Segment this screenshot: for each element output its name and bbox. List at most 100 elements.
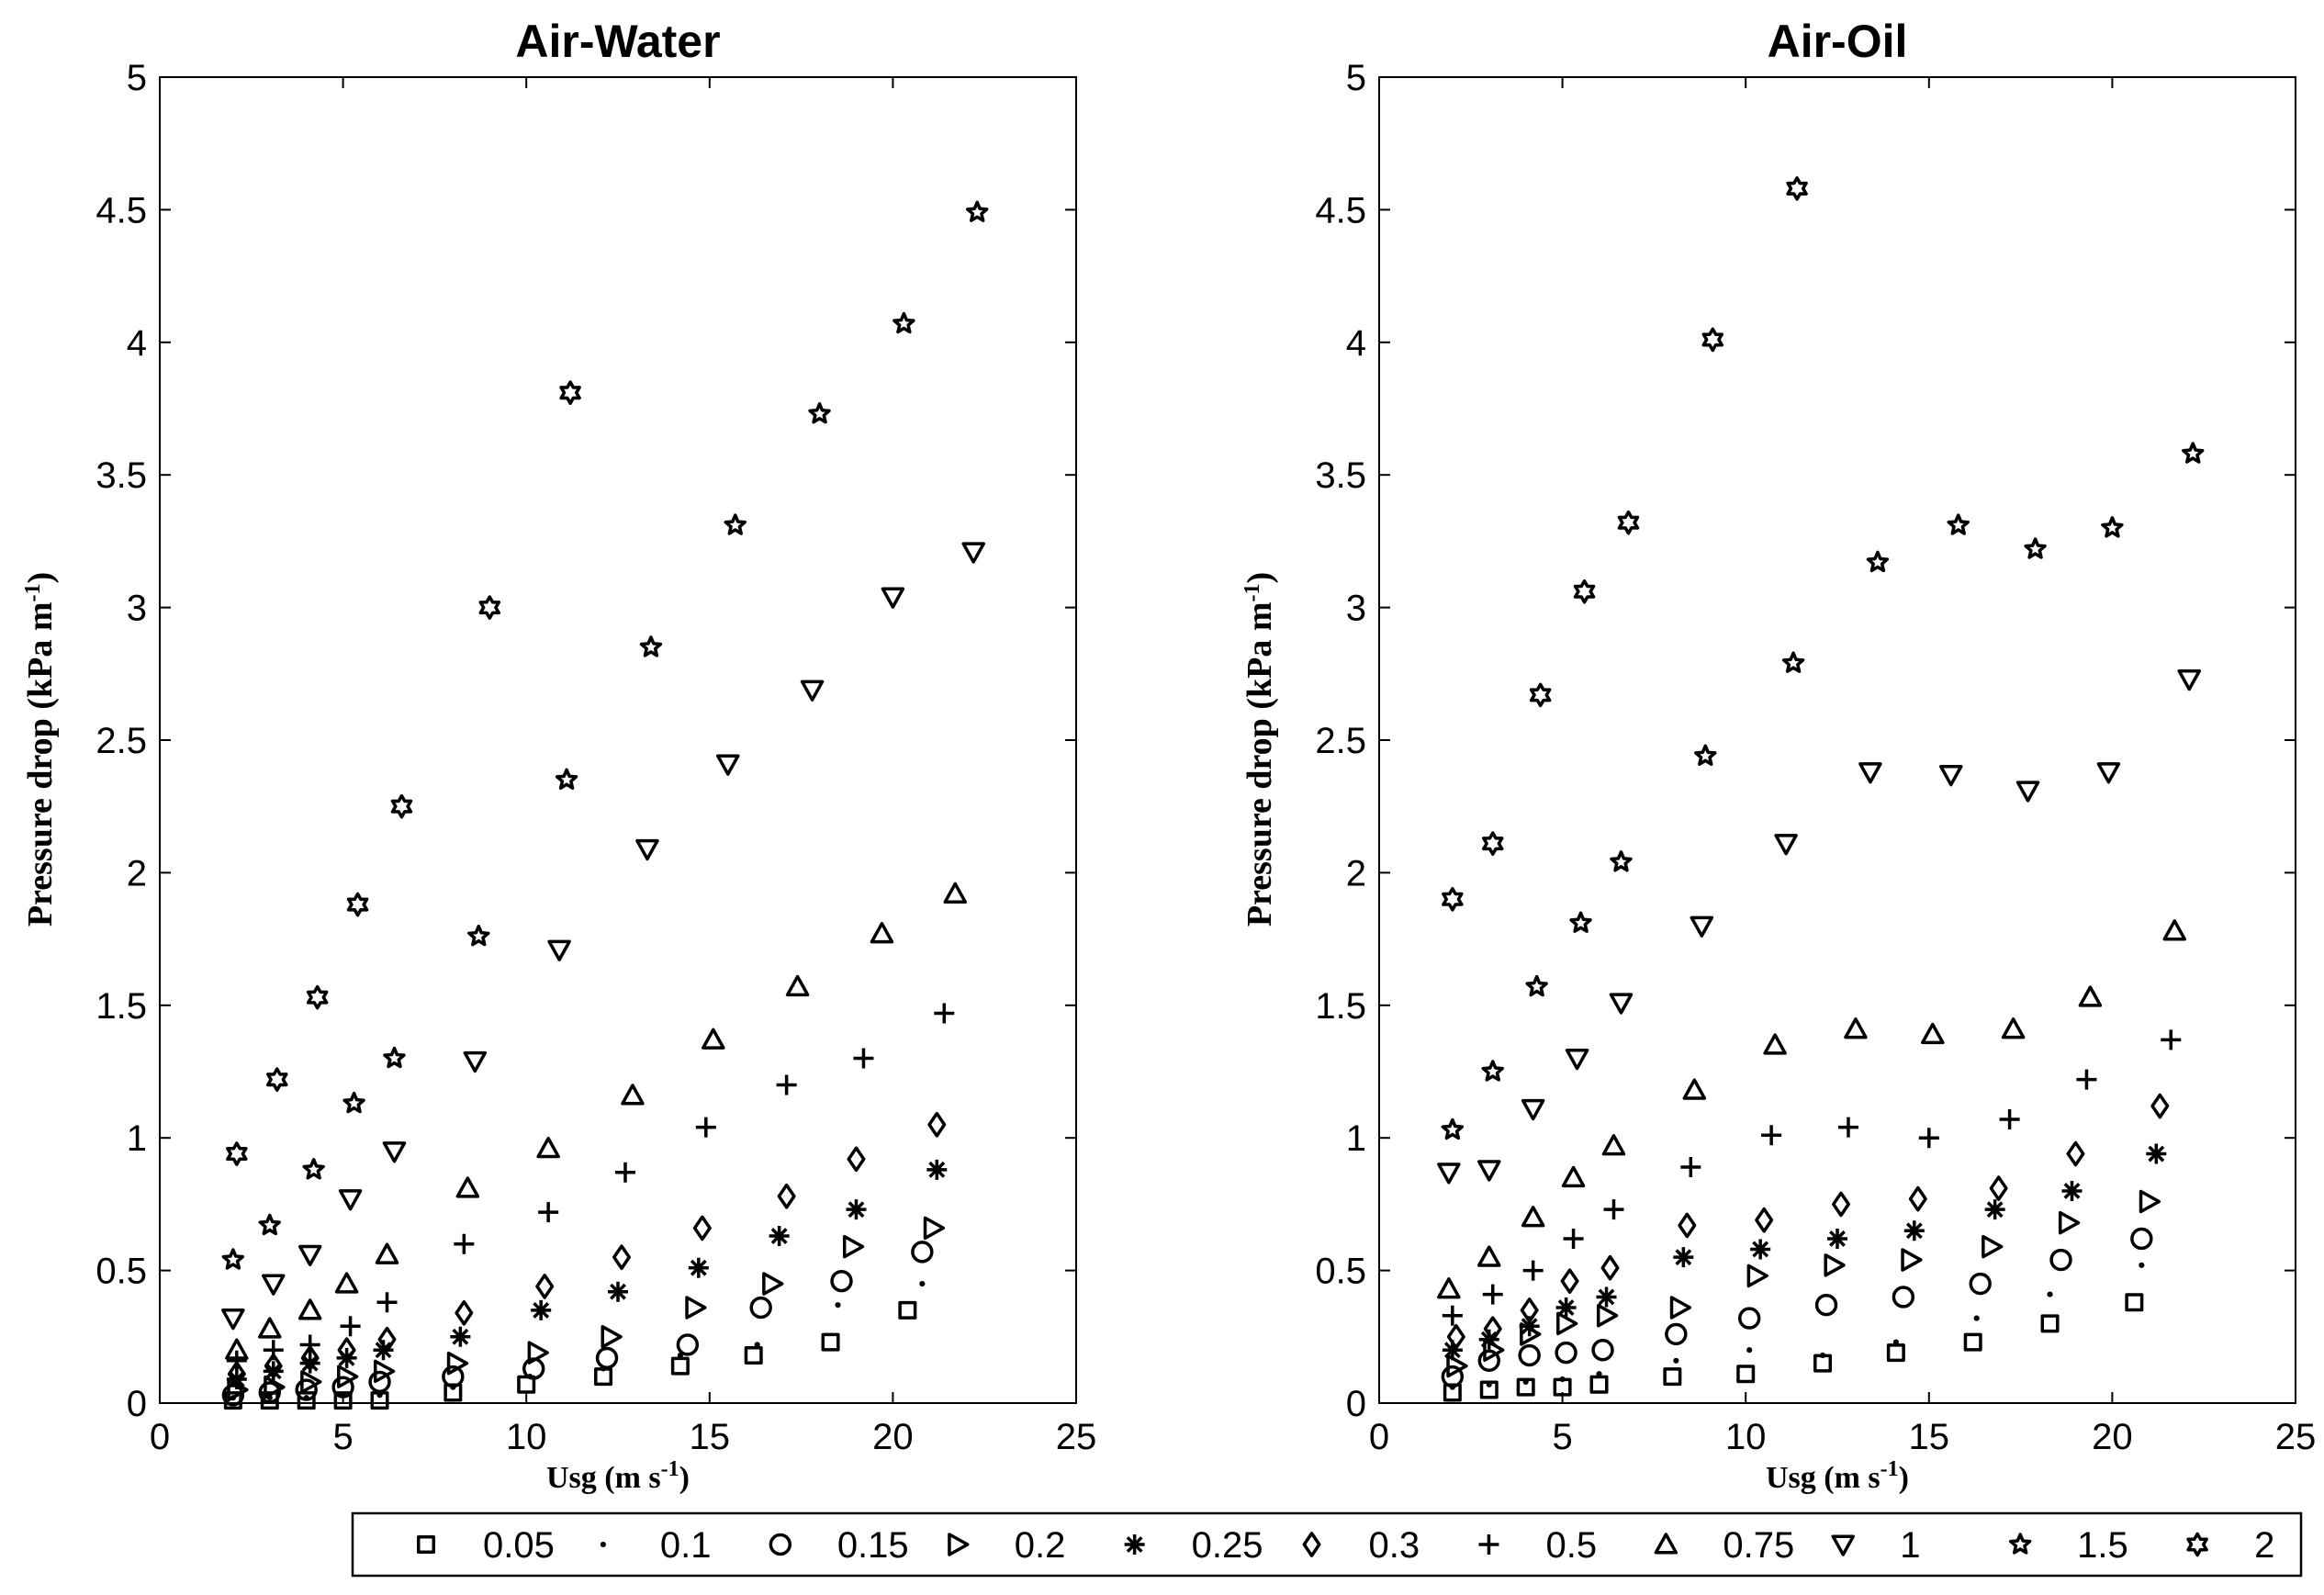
data-point: [300, 1370, 322, 1394]
data-point: [536, 1137, 560, 1159]
y-tick-label: 3.5: [1315, 455, 1366, 496]
data-point: [621, 1084, 645, 1106]
data-point: [1477, 1160, 1501, 1182]
legend: 0.05 0.1 0.15 0.2 0.25 0.3 0.5 0.75 1 1.5 2: [351, 1511, 2303, 1578]
data-point: [639, 635, 663, 657]
plot-area: [1378, 76, 2296, 1404]
data-point: [368, 1370, 391, 1394]
data-point: [262, 1274, 286, 1296]
data-point: [227, 1361, 246, 1387]
data-point: [635, 838, 659, 861]
data-point: [1600, 1254, 1620, 1281]
legend-marker: [600, 1541, 606, 1548]
data-point: [716, 754, 740, 776]
series-2: [1442, 176, 1808, 912]
series-1: [1437, 669, 2201, 1185]
data-point: [846, 1199, 867, 1220]
data-point: [2001, 1017, 2026, 1039]
data-point: [1601, 1134, 1626, 1156]
data-point: [300, 1345, 320, 1371]
series-0.25: [226, 1159, 948, 1390]
y-tick-label: 4: [1346, 323, 1366, 364]
data-point: [1999, 1108, 2020, 1129]
legend-box: [351, 1511, 2303, 1578]
x-tick-label: 20: [2092, 1417, 2133, 1457]
data-point: [1519, 1316, 1540, 1337]
data-point: [258, 1317, 282, 1339]
legend-entry: 0.3: [1302, 1525, 1420, 1566]
data-point: [685, 1296, 707, 1320]
data-point: [1478, 1329, 1499, 1350]
data-point: [688, 1257, 709, 1278]
data-point: [221, 1248, 245, 1270]
plot-area: [159, 76, 1077, 1404]
data-point: [2182, 442, 2205, 464]
data-point: [2047, 1291, 2053, 1297]
data-point: [375, 1242, 399, 1264]
data-point: [847, 1146, 866, 1173]
legend-entry: 2: [2186, 1525, 2274, 1566]
data-point: [1858, 762, 1882, 784]
data-point: [612, 1244, 631, 1271]
data-point: [221, 1384, 245, 1407]
data-point: [1827, 1228, 1847, 1249]
legend-entry: 1: [1831, 1525, 1921, 1566]
data-point: [264, 1375, 286, 1399]
data-point: [2150, 1093, 2170, 1119]
data-point: [1486, 1381, 1492, 1387]
data-point: [1442, 886, 1464, 912]
legend-marker: [2186, 1532, 2208, 1557]
data-point: [1761, 1125, 1782, 1146]
data-point: [2146, 1143, 2167, 1164]
data-point: [1673, 1357, 1679, 1364]
data-point: [1529, 682, 1552, 708]
data-point: [1610, 850, 1633, 872]
data-point: [1939, 764, 1963, 787]
data-point: [1844, 1017, 1868, 1039]
data-point: [1609, 993, 1634, 1015]
legend-marker: [417, 1535, 435, 1554]
data-point: [1446, 1354, 1468, 1378]
data-point: [777, 1183, 796, 1209]
data-point: [762, 1272, 784, 1296]
data-point: [1781, 651, 1805, 673]
data-point: [454, 1233, 475, 1254]
y-tick-label: 3: [1346, 589, 1366, 629]
data-point: [1663, 1367, 1682, 1387]
data-point: [1555, 1297, 1577, 1319]
x-tick-label: 0: [150, 1417, 170, 1457]
x-axis-label: Usg (m s-1): [546, 1457, 690, 1495]
data-point: [1814, 1293, 1838, 1317]
legend-marker: [948, 1533, 970, 1556]
data-point: [595, 1346, 619, 1370]
data-point: [2061, 1180, 2083, 1201]
data-point: [1903, 1220, 1925, 1241]
legend-label: 0.5: [1545, 1525, 1597, 1566]
y-tick-label: 3: [127, 589, 147, 629]
y-tick-label: 5: [127, 58, 147, 98]
data-point: [1573, 578, 1596, 604]
data-point: [338, 1189, 363, 1211]
data-point: [1477, 1349, 1500, 1372]
x-axis-label: Usg (m s-1): [1766, 1457, 1909, 1495]
data-point: [1680, 1156, 1701, 1177]
y-axis-label: Pressure drop (kPa m-1): [21, 572, 60, 927]
x-tick-label: 10: [1725, 1417, 1767, 1457]
chart-air-water: Air-Water 0 5 10 15 20 25 0 0.5 1 1.5 2 2.5 3 3.5 4 4.5 5…: [21, 16, 1096, 1495]
data-point: [455, 1299, 474, 1326]
data-point: [265, 1067, 288, 1092]
data-point: [769, 1226, 790, 1247]
data-point: [676, 1333, 700, 1356]
data-point: [1973, 1315, 1980, 1321]
data-point: [1678, 1212, 1697, 1239]
data-point: [776, 1074, 797, 1095]
data-point: [2139, 1262, 2145, 1268]
data-point: [1774, 834, 1798, 856]
data-point: [2139, 1189, 2161, 1214]
series-1.5: [1441, 442, 2205, 1140]
data-point: [966, 200, 989, 222]
data-point: [898, 1300, 917, 1320]
data-point: [1565, 1049, 1589, 1071]
data-point: [1521, 1098, 1545, 1121]
data-point: [1786, 176, 1808, 201]
